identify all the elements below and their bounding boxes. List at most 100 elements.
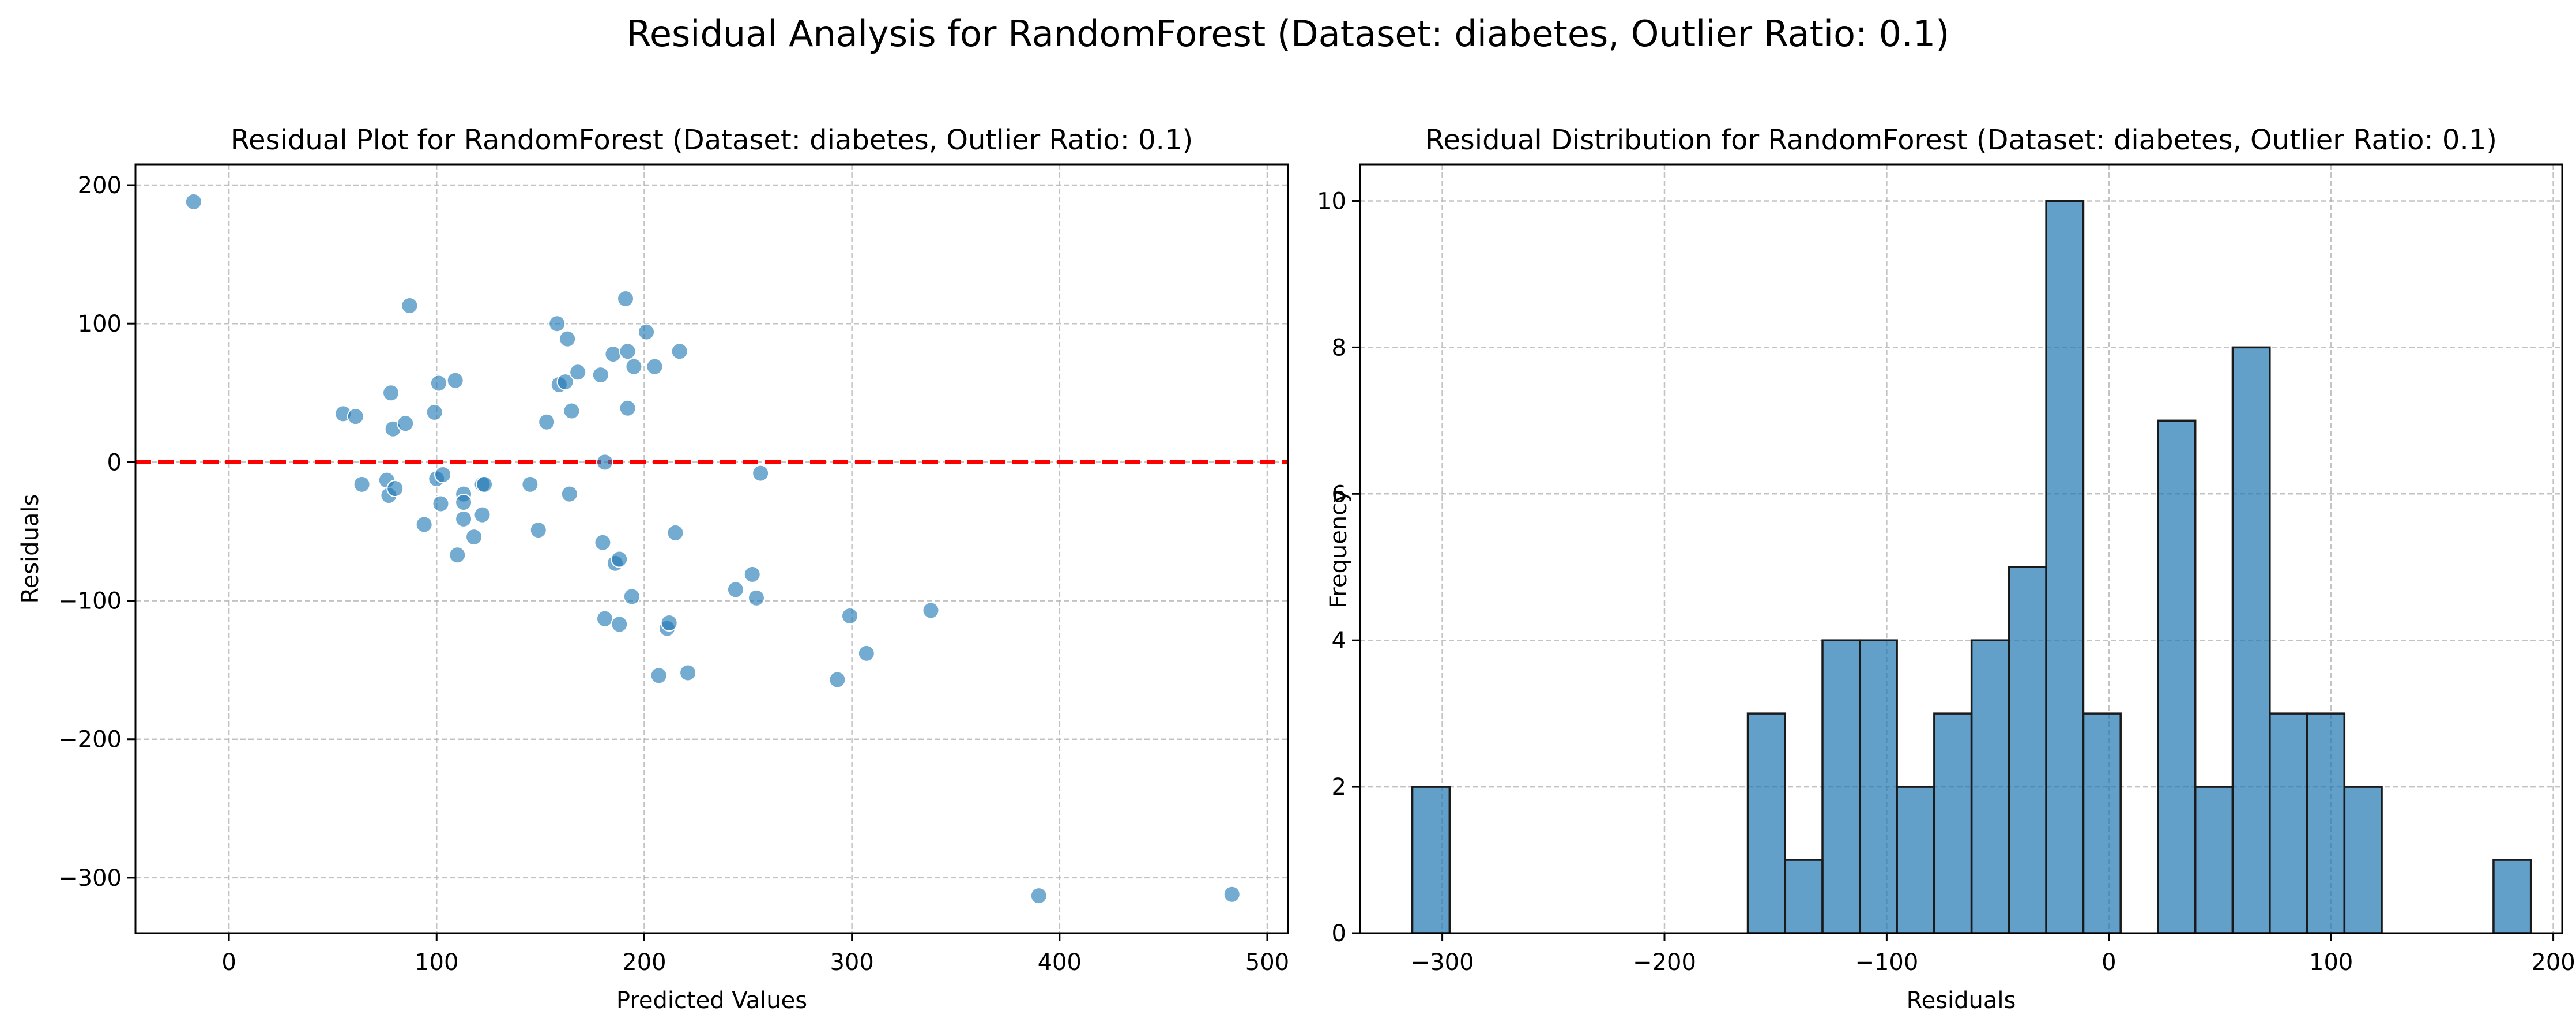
histogram-bar — [1784, 859, 1824, 934]
x-axis-label: Residuals — [1907, 987, 2016, 1014]
x-tick-label: 100 — [415, 949, 458, 976]
histogram-bar — [1746, 712, 1787, 934]
x-tick-label: 300 — [830, 949, 873, 976]
scatter-point — [401, 296, 419, 314]
y-tick-label: 2 — [1332, 774, 1346, 800]
scatter-point — [432, 495, 450, 513]
histogram-bar — [2194, 786, 2234, 934]
scatter-point — [625, 358, 643, 375]
scatter-point — [347, 408, 364, 426]
scatter-point — [596, 610, 614, 627]
y-tick-label: 0 — [1332, 920, 1346, 947]
scatter-point — [646, 358, 664, 375]
scatter-point — [473, 506, 491, 524]
scatter-point — [184, 193, 202, 211]
y-tick-label: −300 — [58, 865, 122, 892]
histogram-bar — [2082, 712, 2122, 934]
histogram-bar — [2231, 346, 2271, 934]
scatter-point — [752, 464, 770, 482]
histogram-bar — [2343, 786, 2383, 934]
scatter-point — [529, 521, 547, 539]
scatter-point — [611, 550, 628, 568]
scatter-point — [559, 330, 577, 348]
x-axis-label: Predicted Values — [616, 987, 807, 1014]
axes-frame — [134, 163, 1289, 934]
scatter-point — [619, 343, 637, 360]
scatter-point — [671, 343, 688, 360]
y-tick-label: 200 — [78, 172, 122, 199]
scatter-point — [679, 664, 697, 682]
histogram-bar — [2157, 419, 2197, 934]
scatter-point — [569, 363, 587, 381]
scatter-point — [430, 374, 447, 392]
y-axis-label: Frequency — [1325, 489, 1352, 608]
x-tick-label: 200 — [622, 949, 666, 976]
histogram-bar — [2306, 712, 2346, 934]
scatter-point — [476, 475, 494, 493]
scatter-point — [449, 546, 466, 564]
x-tick-label: 400 — [1038, 949, 1082, 976]
subplot-title: Residual Distribution for RandomForest (… — [1425, 124, 2497, 156]
scatter-point — [434, 466, 452, 484]
scatter-point — [611, 615, 628, 633]
scatter-point — [747, 589, 765, 607]
y-tick-label: 0 — [107, 449, 122, 476]
x-tick-label: −100 — [1855, 949, 1918, 976]
x-tick-label: 0 — [2102, 949, 2116, 976]
x-tick-label: 200 — [2531, 949, 2575, 976]
y-tick-label: −100 — [58, 588, 122, 615]
scatter-point — [650, 667, 668, 685]
scatter-point — [604, 345, 622, 363]
scatter-point — [638, 323, 656, 341]
x-tick-label: −200 — [1633, 949, 1696, 976]
figure-suptitle: Residual Analysis for RandomForest (Data… — [626, 13, 1950, 55]
scatter-point — [560, 485, 578, 503]
scatter-point — [592, 366, 609, 384]
histogram-bar — [1821, 639, 1861, 934]
subplot-title: Residual Plot for RandomForest (Dataset:… — [231, 124, 1193, 156]
scatter-point — [353, 475, 371, 493]
scatter-point — [726, 581, 744, 599]
y-axis-label: Residuals — [17, 494, 44, 604]
scatter-point — [594, 533, 612, 551]
histogram-panel — [1352, 163, 2563, 941]
histogram-bar — [1859, 639, 1898, 934]
scatter-point — [455, 510, 473, 528]
scatter-point — [666, 524, 684, 542]
histogram-bar — [2492, 859, 2532, 934]
y-tick-label: 10 — [1317, 188, 1346, 215]
scatter-point — [828, 671, 846, 689]
scatter-point — [425, 403, 443, 421]
scatter-point — [922, 602, 940, 619]
scatter-point — [521, 475, 539, 493]
scatter-point — [382, 384, 400, 402]
scatter-point — [386, 480, 404, 498]
scatter-point — [548, 315, 566, 333]
scatter-point — [743, 565, 761, 583]
y-tick-label: 100 — [78, 311, 122, 337]
y-tick-label: −200 — [58, 727, 122, 753]
scatter-point — [397, 415, 415, 433]
x-tick-label: 100 — [2309, 949, 2353, 976]
y-tick-label: 6 — [1332, 481, 1346, 508]
histogram-bar — [1970, 639, 2010, 934]
y-tick-label: 4 — [1332, 627, 1346, 654]
scatter-point — [455, 494, 473, 512]
histogram-bar — [1411, 786, 1451, 934]
scatter-point — [538, 413, 556, 431]
scatter-point — [857, 644, 875, 662]
scatter-point — [617, 290, 635, 307]
x-tick-label: 0 — [221, 949, 236, 976]
histogram-bar — [2045, 200, 2085, 934]
scatter-point — [1223, 885, 1241, 903]
scatter-point — [446, 371, 464, 389]
scatter-point — [415, 516, 433, 533]
scatter-panel — [127, 163, 1289, 941]
histogram-bar — [1896, 786, 1935, 934]
x-tick-label: 500 — [1245, 949, 1289, 976]
y-tick-label: 8 — [1332, 335, 1346, 361]
scatter-point — [556, 373, 574, 391]
scatter-point — [623, 588, 641, 606]
scatter-point — [1030, 887, 1048, 905]
